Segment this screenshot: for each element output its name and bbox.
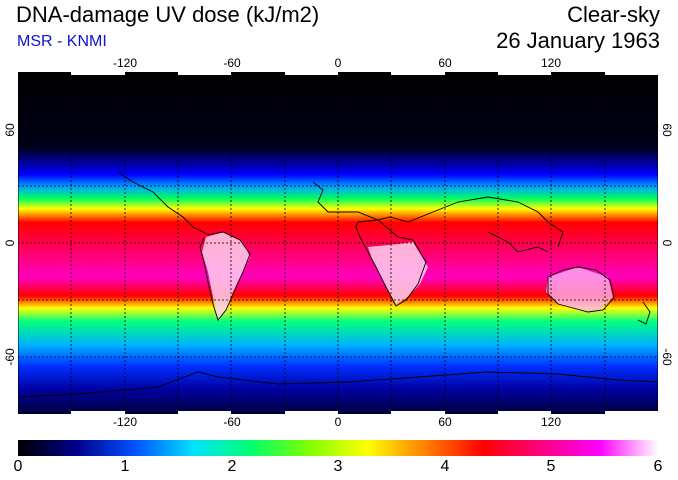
- lat-tick-left: 0: [3, 239, 17, 247]
- lon-tick-bottom: 120: [540, 415, 562, 429]
- uv-dose-map: [18, 72, 658, 414]
- colorbar-tick: 5: [546, 458, 556, 475]
- colorbar-tick: 0: [13, 458, 23, 475]
- lon-tick-top: -60: [223, 56, 241, 70]
- lat-tick-left: 60: [3, 123, 17, 137]
- australia-land: [546, 267, 613, 312]
- map-title: DNA-damage UV dose (kJ/m2): [16, 2, 320, 27]
- lat-tick-right: -60: [660, 348, 674, 366]
- lon-tick-top: 0: [334, 56, 342, 70]
- lat-tick-right: 0: [660, 239, 674, 247]
- map-frame: [18, 72, 658, 414]
- south-america-land: [202, 232, 250, 319]
- lon-tick-top: 60: [438, 56, 452, 70]
- africa-land: [368, 242, 428, 304]
- colorbar-tick: 3: [333, 458, 343, 475]
- lat-tick-right: 60: [660, 123, 674, 137]
- sky-condition-label: Clear-sky: [567, 2, 660, 27]
- colorbar: [18, 440, 658, 456]
- lon-tick-bottom: -60: [223, 415, 241, 429]
- graticule: [18, 72, 658, 414]
- colorbar-tick: 2: [227, 458, 237, 475]
- lat-tick-left: -60: [3, 348, 17, 366]
- lon-tick-top: -120: [112, 56, 138, 70]
- lon-tick-bottom: -120: [112, 415, 138, 429]
- date-label: 26 January 1963: [496, 28, 660, 53]
- lon-tick-bottom: 0: [334, 415, 342, 429]
- coastlines: [18, 171, 658, 398]
- colorbar-tick: 4: [440, 458, 450, 475]
- colorbar-tick: 6: [653, 458, 663, 475]
- lon-tick-bottom: 60: [438, 415, 452, 429]
- source-label: MSR - KNMI: [17, 33, 107, 50]
- colorbar-tick: 1: [120, 458, 130, 475]
- lon-tick-top: 120: [540, 56, 562, 70]
